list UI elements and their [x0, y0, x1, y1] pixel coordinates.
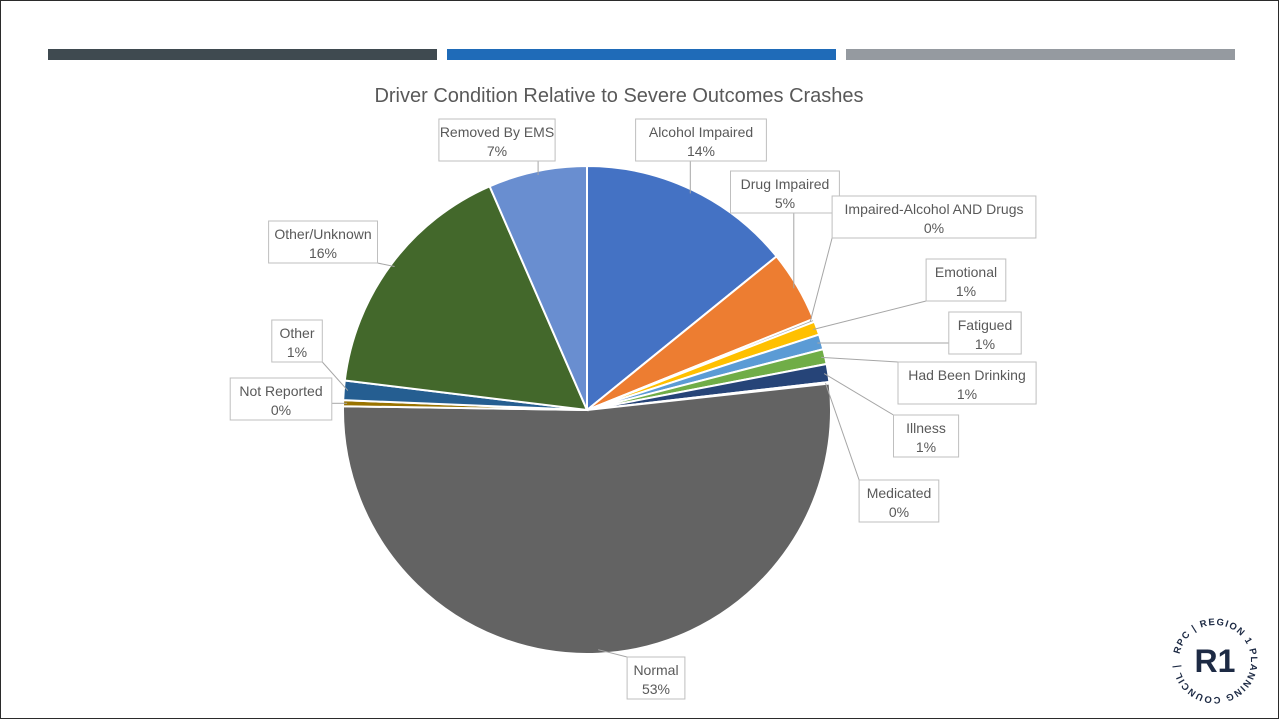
leader-line-medicated [825, 383, 860, 481]
data-label-name: Other/Unknown [274, 226, 371, 242]
leader-line-impaired-alcohol-and-drugs [809, 237, 833, 322]
data-label-emotional: Emotional 1% [925, 258, 1007, 302]
data-label-percent: 53% [642, 681, 670, 697]
data-label-percent: 0% [924, 220, 944, 236]
data-label-box [271, 319, 323, 363]
data-label-impaired-alcohol-and-drugs: Impaired-Alcohol AND Drugs 0% [831, 195, 1037, 239]
data-label-box [925, 258, 1007, 302]
data-label-medicated: Medicated 0% [858, 479, 940, 523]
logo-mark: R1 [1195, 643, 1236, 679]
data-label-percent: 16% [309, 245, 337, 261]
data-label-name: Impaired-Alcohol AND Drugs [845, 201, 1024, 217]
data-label-fatigued: Fatigued 1% [948, 311, 1022, 355]
header-bar-dark [48, 49, 437, 60]
region-1-logo: RPC | REGION 1 PLANNING COUNCIL | R1 [1171, 617, 1259, 705]
chart-title: Driver Condition Relative to Severe Outc… [374, 85, 864, 107]
data-label-normal: Normal 53% [626, 656, 686, 700]
data-label-box [897, 361, 1037, 405]
data-label-name: Not Reported [239, 383, 322, 399]
data-label-box [626, 656, 686, 700]
data-label-illness: Illness 1% [893, 414, 960, 458]
header-bar-blue [447, 49, 836, 60]
data-label-percent: 5% [775, 195, 795, 211]
data-label-percent: 1% [957, 386, 977, 402]
data-label-percent: 1% [287, 344, 307, 360]
data-label-not-reported: Not Reported 0% [229, 377, 333, 421]
data-label-box [730, 170, 840, 214]
data-label-name: Drug Impaired [741, 176, 830, 192]
data-label-percent: 1% [956, 283, 976, 299]
data-label-name: Fatigued [958, 317, 1012, 333]
leader-line-other-unknown [377, 262, 395, 267]
data-label-name: Emotional [935, 264, 997, 280]
data-label-name: Removed By EMS [440, 124, 554, 140]
data-label-box [831, 195, 1037, 239]
pie-slice-removed-by-ems [488, 164, 588, 411]
leader-line-illness [823, 373, 894, 416]
data-label-percent: 0% [271, 402, 291, 418]
data-label-removed-by-ems: Removed By EMS 7% [438, 118, 556, 162]
data-label-percent: 7% [487, 143, 507, 159]
data-label-other-unknown: Other/Unknown 16% [268, 220, 379, 264]
data-label-name: Medicated [867, 485, 932, 501]
data-label-name: Illness [906, 420, 946, 436]
data-label-name: Other [279, 325, 314, 341]
data-label-name: Normal [633, 662, 678, 678]
leader-line-normal [598, 649, 628, 658]
pie-slice-alcohol-impaired [586, 164, 778, 413]
data-label-name: Had Been Drinking [908, 367, 1026, 383]
data-label-percent: 1% [975, 336, 995, 352]
data-label-box [858, 479, 940, 523]
data-label-had-been-drinking: Had Been Drinking 1% [897, 361, 1037, 405]
data-label-box [438, 118, 556, 162]
header-bar-gray [846, 49, 1235, 60]
data-label-percent: 0% [889, 504, 909, 520]
pie-slice-normal [342, 382, 832, 655]
data-label-other: Other 1% [271, 319, 323, 363]
data-label-name: Alcohol Impaired [649, 124, 753, 140]
data-label-box [948, 311, 1022, 355]
leader-line-had-been-drinking [821, 356, 899, 363]
data-label-alcohol-impaired: Alcohol Impaired 14% [635, 118, 767, 162]
data-label-percent: 1% [916, 439, 936, 455]
data-label-box [893, 414, 960, 458]
leader-line-emotional [812, 300, 927, 330]
leader-line-other [321, 361, 349, 391]
data-label-box [268, 220, 379, 264]
data-label-drug-impaired: Drug Impaired 5% [730, 170, 840, 214]
data-label-box [229, 377, 333, 421]
data-label-box [635, 118, 767, 162]
data-label-percent: 14% [687, 143, 715, 159]
pie-slice-other-unknown [343, 184, 589, 412]
